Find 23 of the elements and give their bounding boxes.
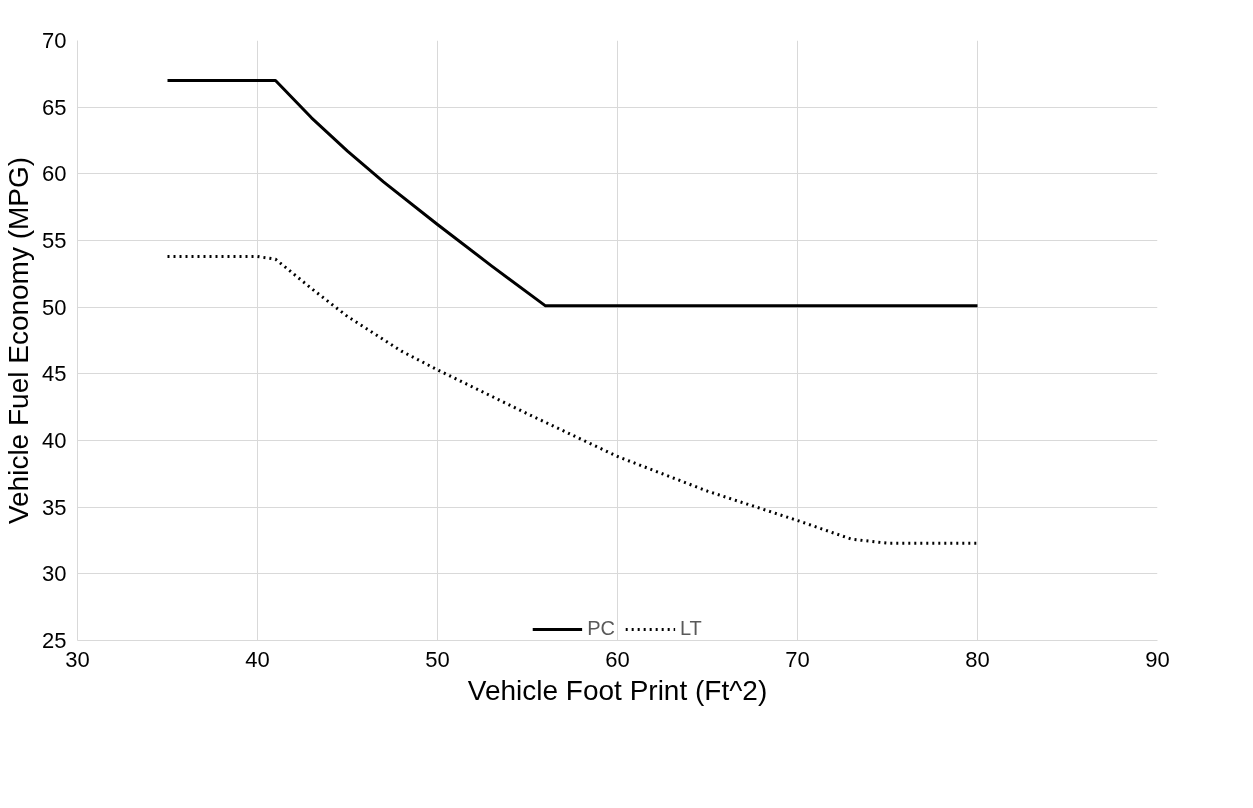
x-axis-title: Vehicle Foot Print (Ft^2)	[467, 674, 768, 706]
y-tick-label: 65	[42, 94, 67, 120]
x-tick-label: 50	[425, 646, 450, 672]
x-tick-label: 90	[1145, 646, 1170, 672]
y-tick-label: 60	[42, 161, 67, 187]
line-series	[166, 255, 979, 545]
x-tick-label: 60	[605, 646, 630, 672]
line-series	[166, 79, 979, 308]
x-tick-label: 80	[965, 646, 990, 672]
y-tick-label: 55	[42, 228, 67, 253]
y-axis-title: Vehicle Fuel Economy (MPG)	[3, 156, 35, 525]
y-tick-label: 40	[42, 428, 67, 453]
y-tick-label: 35	[42, 494, 67, 520]
x-tick-label: 40	[245, 646, 270, 672]
legend-label: PC	[587, 617, 615, 640]
y-tick-label: 45	[42, 361, 67, 387]
y-tick-label: 25	[42, 628, 67, 653]
y-tick-label: 50	[42, 294, 67, 320]
x-tick-label: 70	[785, 646, 810, 672]
legend-label: LT	[679, 617, 702, 640]
x-tick-label: 30	[65, 646, 90, 672]
y-tick-label: 30	[42, 561, 67, 587]
y-tick-label: 70	[42, 28, 67, 53]
